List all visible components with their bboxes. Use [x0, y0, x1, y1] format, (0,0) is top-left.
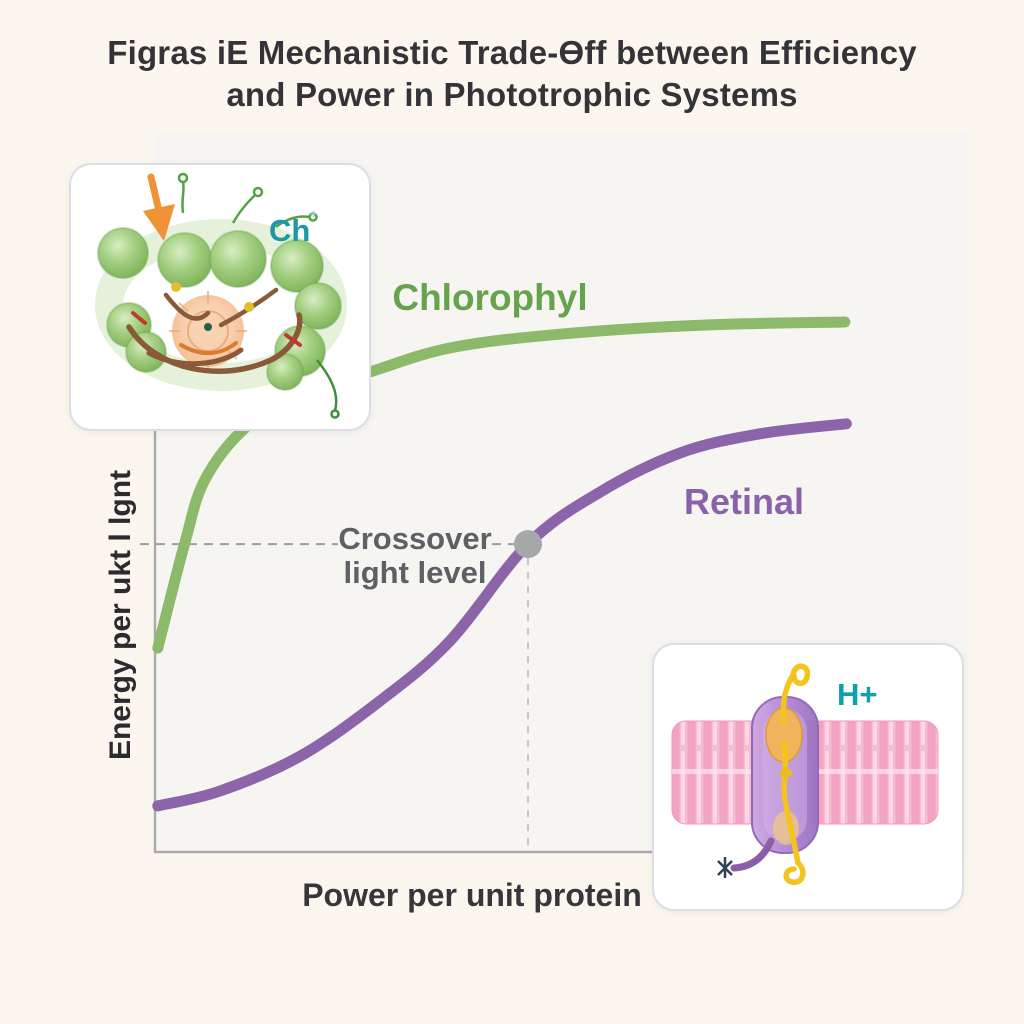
chlorophyll-inset-card: Ch ⁺	[69, 163, 371, 431]
crossover-annotation-line2: light level	[343, 555, 487, 590]
chlorophyll-curve-label: Chlorophyl	[392, 277, 588, 318]
protein-tail	[717, 837, 775, 878]
antenna-squiggles	[177, 172, 340, 419]
crossover-annotation-line1: Crossover	[338, 521, 492, 556]
proton-path	[778, 663, 811, 885]
membrane-illustration: H+	[671, 663, 939, 885]
retinal-curve	[152, 418, 852, 812]
y-axis-label: Energy per ukt l lgnt	[104, 469, 137, 761]
figure-title: Figras iE Mechanistic Trade-Ɵff between …	[0, 32, 1024, 116]
crossover-dot	[513, 530, 542, 559]
h-plus-label: H+	[837, 677, 878, 712]
chl-inset-label-sup: ⁺	[309, 207, 319, 227]
tail-end-mark	[717, 857, 733, 878]
figure-title-line1: Figras iE Mechanistic Trade-Ɵff between …	[107, 34, 917, 71]
figure-title-line2: and Power in Phototrophic Systems	[226, 76, 798, 113]
light-arrow-icon	[143, 173, 175, 241]
retinal-curve-label: Retinal	[683, 481, 805, 522]
pigment-blobs	[97, 227, 342, 391]
crossover-annotation: Crossover light level	[305, 522, 525, 590]
chl-inset-label: Ch	[269, 213, 310, 248]
chlorophyll-complex-illustration: Ch ⁺	[95, 172, 347, 419]
cofactor-strands	[126, 282, 303, 374]
retinal-inset-card: H+	[652, 643, 964, 911]
x-axis-label: Power per unit protein	[302, 877, 642, 913]
